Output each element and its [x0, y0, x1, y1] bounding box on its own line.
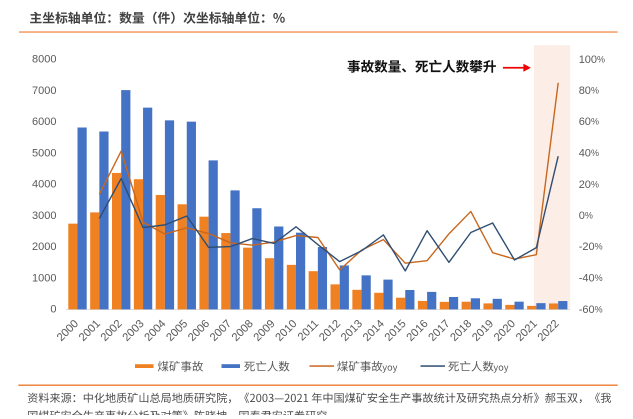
- svg-text:1000: 1000: [32, 272, 56, 284]
- svg-text:-60%: -60%: [579, 304, 603, 316]
- svg-text:7000: 7000: [32, 85, 56, 97]
- svg-text:4000: 4000: [32, 179, 56, 191]
- svg-text:-20%: -20%: [579, 241, 603, 253]
- svg-text:20%: 20%: [579, 179, 599, 191]
- svg-text:6000: 6000: [32, 116, 56, 128]
- svg-text:2000: 2000: [32, 241, 56, 253]
- svg-text:8000: 8000: [32, 54, 56, 66]
- svg-text:40%: 40%: [579, 148, 599, 160]
- svg-text:0: 0: [50, 304, 56, 316]
- svg-text:5000: 5000: [32, 147, 56, 159]
- svg-text:0%: 0%: [579, 210, 593, 222]
- svg-text:100%: 100%: [579, 54, 605, 66]
- svg-text:60%: 60%: [579, 116, 599, 128]
- svg-text:80%: 80%: [579, 85, 599, 97]
- svg-text:3000: 3000: [32, 210, 56, 222]
- svg-text:-40%: -40%: [579, 273, 603, 285]
